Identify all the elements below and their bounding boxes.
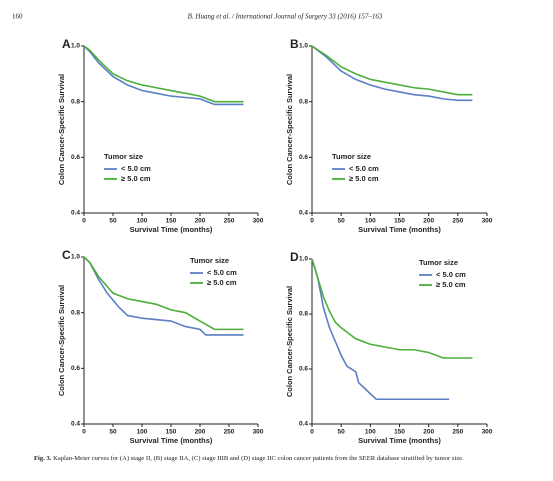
figure-caption: Fig. 3. Kaplan-Meier curves for (A) stag… — [34, 455, 464, 462]
x-tick-label: 250 — [452, 218, 463, 225]
legend-entry: < 5.0 cm — [349, 164, 379, 173]
y-axis-label: Colon Cancer-Specific Survival — [57, 285, 66, 396]
chart-panel: 0.4 0.6 0.8 1.0 0 50 100 150 200 250 300 A Survival … — [57, 37, 264, 234]
y-tick-label: 0.6 — [71, 365, 80, 372]
chart-panel: 0.4 0.6 0.8 1.0 0 50 100 150 200 250 300 B Survival … — [285, 37, 493, 234]
legend-entry: < 5.0 cm — [121, 164, 151, 173]
y-tick-label: 0.4 — [299, 421, 308, 428]
running-header: B. Huang et al. / International Journal … — [188, 13, 383, 21]
x-tick-label: 300 — [253, 218, 264, 225]
x-tick-label: 100 — [365, 429, 376, 436]
survival-curve — [83, 45, 244, 103]
y-axis-label: Colon Cancer-Specific Survival — [285, 286, 294, 397]
x-tick-label: 50 — [338, 429, 346, 436]
chart-panel: 0.4 0.6 0.8 1.0 0 50 100 150 200 250 300 C Survival … — [57, 248, 264, 445]
survival-curve — [311, 45, 473, 96]
x-tick-label: 200 — [195, 218, 206, 225]
survival-curve — [83, 256, 244, 331]
survival-curve — [311, 258, 450, 401]
panel-label: A — [62, 37, 71, 51]
y-tick-label: 1.0 — [299, 256, 308, 263]
chart-panel: 0.4 0.6 0.8 1.0 0 50 100 150 200 250 300 D Survival … — [285, 250, 493, 445]
y-tick-label: 1.0 — [299, 43, 308, 50]
x-tick-label: 100 — [137, 218, 148, 225]
legend-entry: ≥ 5.0 cm — [207, 278, 237, 287]
legend-entry: ≥ 5.0 cm — [349, 174, 379, 183]
legend-entry: ≥ 5.0 cm — [436, 280, 466, 289]
y-tick-label: 1.0 — [71, 43, 80, 50]
survival-curve — [83, 256, 244, 336]
y-tick-label: 0.4 — [71, 210, 80, 217]
y-axis-label: Colon Cancer-Specific Survival — [57, 74, 66, 185]
panel-label: D — [290, 250, 299, 264]
caption-label: Fig. 3. — [34, 455, 52, 462]
y-tick-label: 0.8 — [71, 98, 80, 105]
x-tick-label: 0 — [310, 218, 314, 225]
survival-curve — [311, 45, 473, 102]
legend-entry: < 5.0 cm — [207, 268, 237, 277]
y-axis-label: Colon Cancer-Specific Survival — [285, 74, 294, 185]
x-axis-label: Survival Time (months) — [130, 225, 213, 234]
page-number: 160 — [12, 13, 23, 21]
y-tick-label: 0.8 — [299, 98, 308, 105]
x-tick-label: 0 — [310, 429, 314, 436]
x-tick-label: 200 — [423, 218, 434, 225]
y-tick-label: 0.8 — [299, 311, 308, 318]
x-tick-label: 250 — [224, 218, 235, 225]
x-tick-label: 150 — [166, 218, 177, 225]
legend-title: Tumor size — [419, 258, 458, 267]
x-tick-label: 0 — [82, 218, 86, 225]
survival-curve — [83, 45, 244, 106]
x-axis-label: Survival Time (months) — [358, 225, 441, 234]
legend-title: Tumor size — [190, 256, 229, 265]
caption-text: Kaplan-Meier curves for (A) stage II, (B… — [53, 455, 464, 462]
x-tick-label: 300 — [482, 429, 493, 436]
panel-label: C — [62, 248, 71, 262]
y-tick-label: 0.6 — [299, 366, 308, 373]
panel-label: B — [290, 37, 299, 51]
x-axis-label: Survival Time (months) — [358, 436, 441, 445]
x-tick-label: 200 — [423, 429, 434, 436]
legend-title: Tumor size — [104, 152, 143, 161]
x-tick-label: 150 — [394, 218, 405, 225]
x-tick-label: 100 — [365, 218, 376, 225]
y-tick-label: 0.4 — [71, 421, 80, 428]
y-tick-label: 0.8 — [71, 309, 80, 316]
legend-title: Tumor size — [332, 152, 371, 161]
x-tick-label: 200 — [195, 429, 206, 436]
x-tick-label: 50 — [338, 218, 346, 225]
x-tick-label: 150 — [166, 429, 177, 436]
y-tick-label: 1.0 — [71, 254, 80, 261]
survival-curve — [311, 258, 473, 359]
x-axis-label: Survival Time (months) — [130, 436, 213, 445]
x-tick-label: 150 — [394, 429, 405, 436]
y-tick-label: 0.6 — [299, 154, 308, 161]
x-tick-label: 100 — [137, 429, 148, 436]
legend-entry: ≥ 5.0 cm — [121, 174, 151, 183]
x-tick-label: 250 — [452, 429, 463, 436]
x-tick-label: 300 — [482, 218, 493, 225]
y-tick-label: 0.4 — [299, 210, 308, 217]
y-tick-label: 0.6 — [71, 154, 80, 161]
x-tick-label: 0 — [82, 429, 86, 436]
x-tick-label: 300 — [253, 429, 264, 436]
x-tick-label: 50 — [109, 218, 117, 225]
x-tick-label: 250 — [224, 429, 235, 436]
x-tick-label: 50 — [109, 429, 117, 436]
legend-entry: < 5.0 cm — [436, 270, 466, 279]
